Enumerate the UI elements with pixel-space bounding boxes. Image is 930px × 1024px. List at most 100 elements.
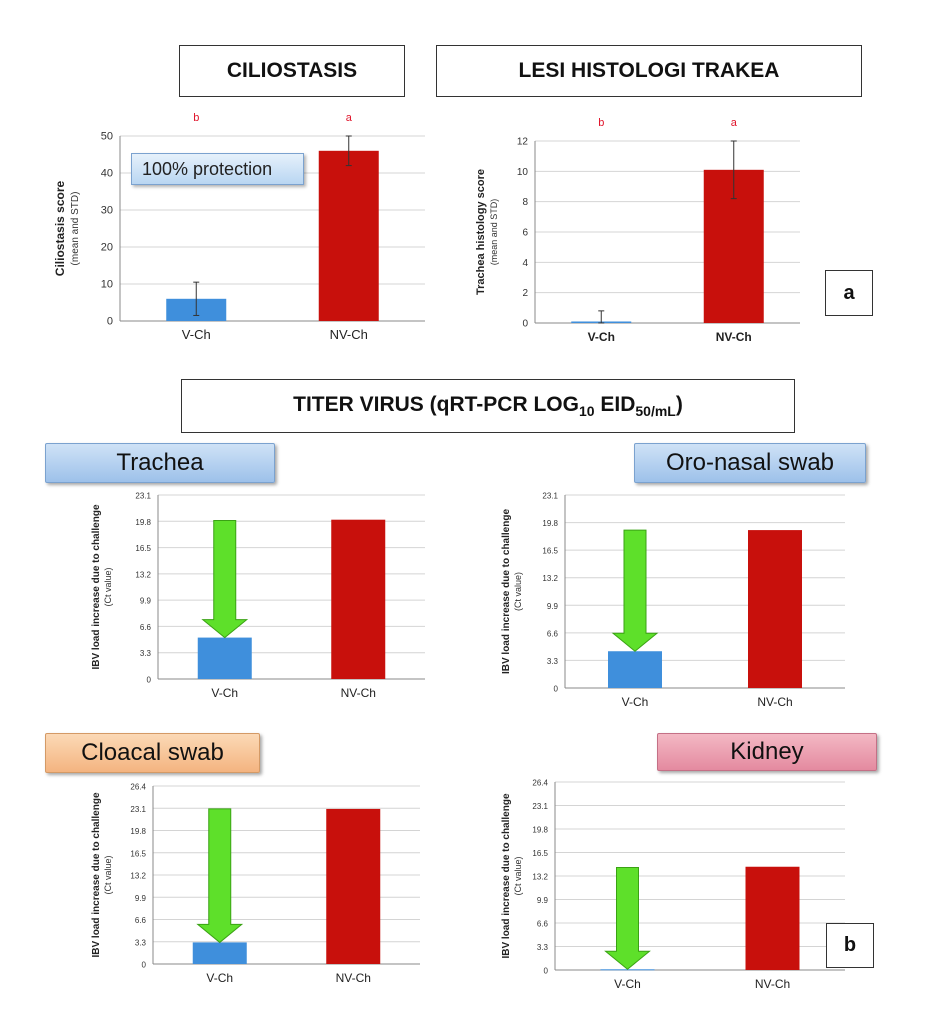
ciliostasis-chart: 0 10 20 30 40 50 Ciliostasis score (mean and ST…	[50, 110, 440, 355]
y-tick-label: 16.5	[130, 849, 146, 858]
y-tick-label: 0	[522, 319, 528, 330]
titer-header-end: )	[675, 392, 683, 416]
x-tick-label: NV-Ch	[341, 686, 376, 700]
x-tick-label: V-Ch	[588, 330, 615, 344]
bar-v-ch	[192, 942, 247, 964]
y-axis-sublabel: (Ct value)	[103, 855, 113, 894]
x-tick-label: NV-Ch	[336, 971, 371, 985]
y-tick-label: 16.5	[542, 547, 558, 556]
y-tick-label: 10	[101, 279, 113, 291]
kidney-svg: 0 3.3 6.6 9.9 13.2 16.5 19.8 23.1 26.4 IBV load i…	[501, 779, 845, 991]
cloacal-chart: 0 3.3 6.6 9.9 13.2 16.5 19.8 23.1 26.4 IBV load i…	[85, 778, 435, 996]
y-tick-label: 13.2	[130, 872, 146, 881]
bar-nv-ch	[748, 530, 802, 688]
panel-label-a: a	[825, 270, 873, 316]
reduction-arrow	[201, 519, 249, 639]
y-axis-sublabel: (Ct value)	[513, 856, 523, 895]
titer-header-text: TITER VIRUS (qRT-PCR LOG10 EID50/mL)	[293, 393, 683, 419]
y-tick-label: 30	[101, 205, 113, 217]
y-tick-label: 0	[142, 961, 147, 970]
trachea-label: Trachea	[45, 443, 275, 483]
x-tick-label: NV-Ch	[330, 327, 368, 342]
y-tick-label: 8	[522, 197, 528, 208]
y-tick-label: 23.1	[135, 492, 151, 501]
lesi-header: LESI HISTOLOGI TRAKEA	[436, 45, 862, 97]
y-tick-label: 23.1	[532, 802, 548, 811]
y-tick-label: 0	[147, 676, 152, 685]
y-axis-sublabel: (mean and STD)	[489, 199, 499, 266]
bar-v-ch	[197, 637, 252, 679]
y-tick-label: 19.8	[542, 519, 558, 528]
y-tick-label: 9.9	[547, 602, 559, 611]
y-tick-label: 26.4	[532, 779, 548, 788]
y-tick-label: 19.8	[130, 827, 146, 836]
y-tick-label: 3.3	[547, 657, 559, 666]
x-tick-label: NV-Ch	[757, 695, 792, 709]
y-tick-label: 6	[522, 228, 528, 239]
panel-label-a-text: a	[843, 281, 855, 304]
x-tick-label: V-Ch	[206, 971, 233, 985]
kidney-label-text: Kidney	[730, 738, 804, 765]
x-tick-label: V-Ch	[211, 686, 238, 700]
y-tick-label: 6.6	[140, 623, 152, 632]
y-tick-label: 6.6	[135, 916, 147, 925]
y-tick-label: 19.8	[532, 826, 548, 835]
kidney-label: Kidney	[657, 733, 877, 771]
lesi-svg: 0 2 4 6 8 10 12 Trachea histology score (mean an…	[475, 117, 800, 344]
trachea-svg: 0 3.3 6.6 9.9 13.2 16.5 19.8 23.1 IBV load incre…	[91, 492, 425, 700]
y-tick-label: 0	[107, 316, 113, 328]
y-tick-label: 0	[554, 685, 559, 694]
significance-letter: b	[598, 117, 604, 129]
reduction-arrow	[611, 529, 659, 652]
ciliostasis-svg: 0 10 20 30 40 50 Ciliostasis score (mean and ST…	[53, 112, 425, 342]
bar-nv-ch	[745, 866, 800, 970]
lesi-header-text: LESI HISTOLOGI TRAKEA	[518, 59, 780, 82]
y-tick-label: 9.9	[135, 894, 147, 903]
oronasal-chart: 0 3.3 6.6 9.9 13.2 16.5 19.8 23.1 IBV load incre…	[495, 485, 855, 715]
bar-nv-ch	[331, 519, 386, 679]
y-tick-label: 10	[517, 167, 529, 178]
x-tick-label: V-Ch	[614, 977, 641, 991]
titer-header-sub2: 50/mL	[635, 403, 676, 420]
reduction-arrow	[196, 808, 244, 944]
y-axis-sublabel: (mean and STD)	[70, 192, 81, 266]
y-tick-label: 13.2	[532, 873, 548, 882]
panel-label-b: b	[826, 923, 874, 968]
x-tick-label: NV-Ch	[716, 330, 752, 344]
significance-letter: a	[346, 112, 353, 124]
x-tick-label: NV-Ch	[755, 977, 790, 991]
y-tick-label: 3.3	[135, 938, 147, 947]
oronasal-label: Oro-nasal swab	[634, 443, 866, 483]
cloacal-svg: 0 3.3 6.6 9.9 13.2 16.5 19.8 23.1 26.4 IBV load i…	[91, 783, 420, 985]
y-tick-label: 4	[522, 258, 528, 269]
y-tick-label: 23.1	[130, 805, 146, 814]
oronasal-label-text: Oro-nasal swab	[665, 449, 835, 476]
trachea-chart: 0 3.3 6.6 9.9 13.2 16.5 19.8 23.1 IBV load incre…	[85, 485, 435, 705]
titer-header: TITER VIRUS (qRT-PCR LOG10 EID50/mL)	[181, 379, 795, 433]
y-axis-sublabel: (Ct value)	[513, 572, 523, 611]
titer-header-main: TITER VIRUS (qRT-PCR LOG	[293, 392, 579, 416]
ciliostasis-header: CILIOSTASIS	[179, 45, 405, 97]
y-tick-label: 3.3	[140, 649, 152, 658]
y-tick-label: 19.8	[135, 518, 151, 527]
reduction-arrow	[604, 866, 651, 970]
y-tick-label: 2	[522, 288, 528, 299]
y-tick-label: 16.5	[532, 849, 548, 858]
y-axis-label: IBV load increase due to challenge	[91, 504, 102, 669]
bar-nv-ch	[318, 150, 379, 321]
x-tick-label: V-Ch	[622, 695, 649, 709]
y-tick-label: 20	[101, 242, 113, 254]
y-tick-label: 6.6	[547, 629, 559, 638]
protection-note-text: 100% protection	[142, 158, 273, 179]
x-tick-label: V-Ch	[182, 327, 211, 342]
cloacal-label-text: Cloacal swab	[81, 739, 224, 766]
y-tick-label: 6.6	[537, 920, 549, 929]
y-tick-label: 0	[544, 967, 549, 976]
y-tick-label: 23.1	[542, 492, 558, 501]
y-tick-label: 3.3	[537, 943, 549, 952]
significance-letter: a	[731, 117, 738, 129]
ciliostasis-header-text: CILIOSTASIS	[226, 59, 358, 82]
oronasal-svg: 0 3.3 6.6 9.9 13.2 16.5 19.8 23.1 IBV load incre…	[501, 492, 845, 709]
y-axis-label: Ciliostasis score	[53, 180, 67, 276]
y-tick-label: 40	[101, 168, 113, 180]
